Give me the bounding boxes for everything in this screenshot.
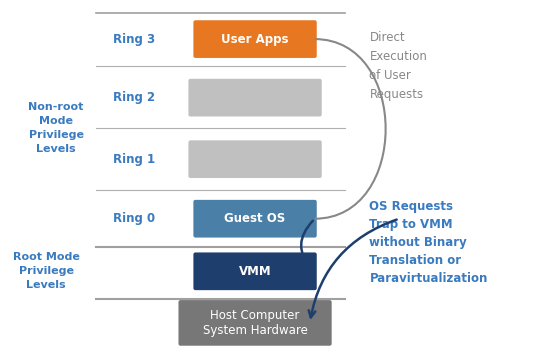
Text: Host Computer
System Hardware: Host Computer System Hardware bbox=[202, 309, 308, 337]
Text: Root Mode
Privilege
Levels: Root Mode Privilege Levels bbox=[13, 252, 79, 290]
FancyBboxPatch shape bbox=[193, 200, 317, 238]
Text: Direct
Execution
of User
Requests: Direct Execution of User Requests bbox=[369, 31, 427, 101]
Text: User Apps: User Apps bbox=[221, 32, 289, 45]
FancyBboxPatch shape bbox=[193, 252, 317, 290]
FancyBboxPatch shape bbox=[188, 79, 322, 117]
Text: Ring 0: Ring 0 bbox=[113, 212, 156, 225]
FancyBboxPatch shape bbox=[178, 300, 332, 346]
Text: Ring 1: Ring 1 bbox=[113, 153, 156, 166]
FancyBboxPatch shape bbox=[193, 20, 317, 58]
Text: Ring 2: Ring 2 bbox=[113, 91, 156, 104]
Text: Ring 3: Ring 3 bbox=[113, 32, 156, 45]
FancyBboxPatch shape bbox=[188, 140, 322, 178]
Text: OS Requests
Trap to VMM
without Binary
Translation or
Paravirtualization: OS Requests Trap to VMM without Binary T… bbox=[369, 200, 488, 285]
Text: Non-root
Mode
Privilege
Levels: Non-root Mode Privilege Levels bbox=[28, 103, 84, 155]
Text: Guest OS: Guest OS bbox=[224, 212, 286, 225]
Text: VMM: VMM bbox=[239, 265, 271, 278]
